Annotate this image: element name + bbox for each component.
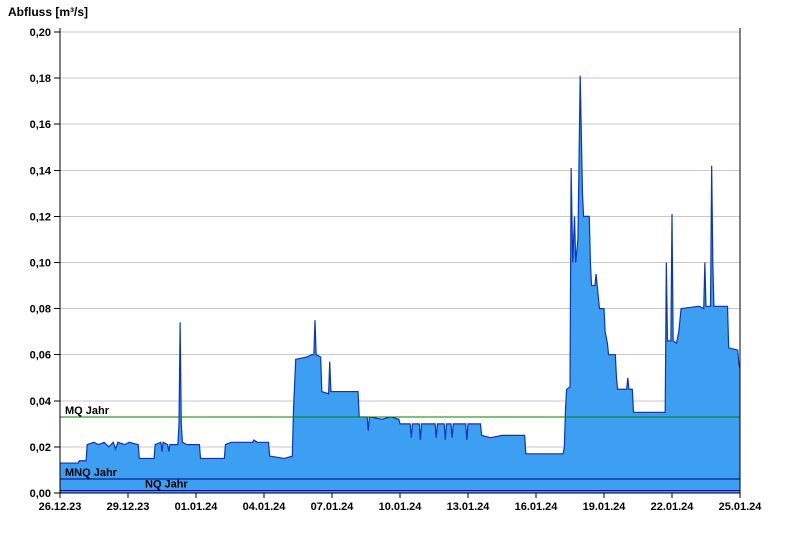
y-tick-label: 0,02 [30,442,51,454]
y-tick-label: 0,10 [30,258,51,270]
discharge-line [60,75,741,464]
chart-title: Abfluss [m³/s] [8,5,89,19]
y-tick-label: 0,20 [30,27,51,39]
ref-line-label: MNQ Jahr [65,467,118,479]
x-tick-label: 04.01.24 [243,501,287,513]
x-tick-label: 13.01.24 [447,501,491,513]
x-tick-label: 01.01.24 [175,501,219,513]
y-tick-label: 0,18 [30,73,51,85]
ref-line-label: MQ Jahr [65,405,110,417]
y-tick-label: 0,04 [30,396,52,408]
axes: 0,00 0,02 0,04 0,06 0,08 0,10 0,12 0,14 0,16 0,18… [30,27,763,513]
y-tick-label: 0,16 [30,119,51,131]
ref-line-label: NQ Jahr [145,479,189,491]
x-tick-label: 22.01.24 [651,501,695,513]
y-tick-label: 0,00 [30,488,51,500]
gridlines [60,31,740,448]
x-tick-label: 25.01.24 [719,501,763,513]
y-tick-label: 0,06 [30,350,51,362]
x-tick-label: 16.01.24 [515,501,559,513]
x-tick-label: 19.01.24 [583,501,627,513]
y-tick-label: 0,12 [30,211,51,223]
x-tick-label: 07.01.24 [311,501,355,513]
y-tick-label: 0,08 [30,304,51,316]
x-tick-label: 29.12.23 [107,501,150,513]
discharge-area [60,75,740,494]
x-tick-label: 10.01.24 [379,501,423,513]
x-tick-label: 26.12.23 [39,501,82,513]
y-tick-label: 0,14 [30,165,52,177]
